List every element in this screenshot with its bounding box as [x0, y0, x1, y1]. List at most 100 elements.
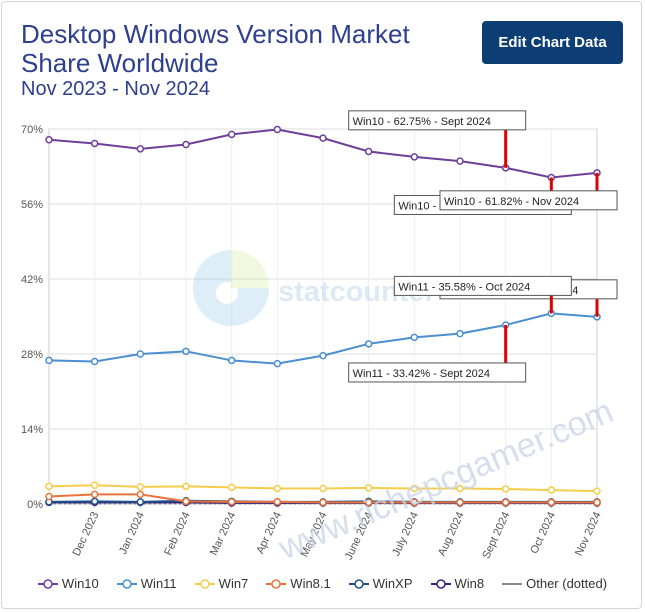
- data-point-win8-1: [90, 490, 99, 499]
- legend-label: Win8.1: [290, 576, 331, 591]
- data-point-win7: [136, 483, 145, 491]
- edit-chart-data-button[interactable]: Edit Chart Data: [482, 21, 623, 64]
- legend-marker-icon: [348, 578, 369, 589]
- data-point-win11: [364, 340, 373, 348]
- tooltip-label: Win10 - 62.75% - Sept 2024: [353, 116, 491, 128]
- legend-marker-icon: [194, 578, 215, 589]
- tooltip-box: [439, 190, 618, 211]
- data-point-win10: [410, 153, 419, 161]
- legend-item-win10[interactable]: Win10: [37, 576, 99, 591]
- data-point-win7: [319, 484, 327, 493]
- y-tick-label: 28%: [21, 349, 43, 361]
- data-point-win11: [456, 329, 464, 338]
- legend-label: Win8: [454, 576, 485, 591]
- legend-marker-icon: [266, 578, 287, 589]
- legend-label: Win11: [140, 576, 177, 591]
- data-point-win7: [410, 484, 419, 493]
- data-point-win8-1: [136, 490, 145, 499]
- x-tick-label: Jan 2024: [117, 510, 147, 556]
- data-point-win10: [319, 134, 327, 142]
- x-tick-label: Sept 2024: [480, 510, 512, 561]
- y-tick-label: 56%: [21, 199, 43, 211]
- data-point-win11: [45, 356, 53, 365]
- legend-label: WinXP: [372, 576, 413, 591]
- data-point-win11: [410, 333, 419, 342]
- data-point-win8-1: [593, 498, 601, 507]
- x-tick-label: Nov 2024: [573, 510, 604, 558]
- data-point-win11: [90, 357, 99, 366]
- legend-item-win8-1[interactable]: Win8.1: [266, 576, 331, 591]
- legend-marker-icon: [502, 582, 523, 585]
- legend-item-other-dotted-[interactable]: Other (dotted): [502, 576, 607, 591]
- legend-label: Win10: [61, 576, 99, 591]
- watermark-logo-circle: [193, 250, 269, 326]
- data-point-win8-1: [319, 498, 327, 507]
- data-point-win11: [136, 350, 145, 358]
- data-point-win10: [90, 139, 99, 148]
- legend-item-win7[interactable]: Win7: [194, 576, 249, 591]
- data-point-win7: [456, 484, 464, 493]
- data-point-win8-1: [547, 498, 556, 507]
- tooltip-box: [348, 362, 527, 383]
- data-point-win11: [227, 356, 236, 365]
- data-point-win10: [45, 135, 53, 144]
- data-point-win8-1: [273, 498, 282, 506]
- data-point-win7: [45, 482, 53, 491]
- data-point-win11: [182, 347, 190, 356]
- data-point-win8-1: [501, 498, 510, 507]
- legend-label: Win7: [218, 576, 249, 591]
- tooltip-label: Win10 - 61.82% - Nov 2024: [444, 196, 579, 208]
- legend-marker-icon: [116, 578, 137, 589]
- data-point-win10: [456, 157, 464, 165]
- legend-item-win11[interactable]: Win11: [116, 576, 177, 591]
- chart-title: Desktop Windows Version Market Share Wor…: [21, 19, 410, 78]
- tooltip-box: [393, 275, 572, 296]
- data-point-winxp: [90, 497, 99, 506]
- data-point-win7: [501, 485, 510, 493]
- y-tick-label: 0%: [27, 499, 43, 511]
- data-point-win8-1: [227, 498, 236, 506]
- data-point-win7: [273, 484, 282, 493]
- x-tick-label: Aug 2024: [436, 510, 467, 558]
- data-point-win10: [227, 130, 236, 139]
- data-point-win8-1: [410, 498, 419, 507]
- data-point-win10: [364, 147, 373, 156]
- data-point-win8-1: [182, 497, 190, 506]
- data-point-win7: [593, 487, 601, 495]
- data-point-win11: [273, 359, 282, 368]
- legend-label: Other (dotted): [526, 576, 608, 591]
- legend-item-win8[interactable]: Win8: [430, 576, 485, 591]
- tooltip-box: [348, 110, 527, 131]
- legend-marker-icon: [430, 578, 451, 589]
- data-point-win8-1: [364, 498, 373, 507]
- data-point-win7: [364, 484, 373, 492]
- tooltip-label: Win11 - 33.42% - Sept 2024: [353, 368, 490, 380]
- chart-legend: Win10 Win11 Win7 Win8.1 WinXP Win8 Other (dott…: [0, 576, 645, 591]
- data-point-win10: [136, 145, 145, 153]
- data-point-win7: [90, 481, 99, 489]
- data-point-win7: [547, 486, 556, 494]
- legend-item-winxp[interactable]: WinXP: [348, 576, 413, 591]
- tooltip-label: Win11 - 35.58% - Oct 2024: [398, 281, 530, 293]
- x-tick-label: Oct 2024: [528, 510, 558, 556]
- watermark-logo-hole: [216, 282, 238, 304]
- data-point-win7: [182, 482, 190, 491]
- x-tick-label: Feb 2024: [162, 510, 193, 557]
- data-point-win10: [273, 125, 282, 134]
- data-point-win11: [319, 351, 327, 360]
- chart-subtitle: Nov 2023 - Nov 2024: [21, 78, 211, 100]
- y-tick-label: 70%: [21, 124, 43, 136]
- x-tick-label: Dec 2023: [71, 510, 102, 558]
- legend-marker-icon: [37, 578, 58, 589]
- data-point-winxp: [136, 498, 145, 506]
- y-tick-label: 14%: [21, 424, 43, 436]
- data-point-win10: [182, 140, 190, 149]
- watermark-logo-slice: [231, 250, 269, 288]
- data-point-win8-1: [45, 492, 53, 501]
- y-tick-label: 42%: [21, 274, 43, 286]
- data-point-win7: [227, 483, 236, 492]
- data-point-win8-1: [456, 498, 464, 507]
- x-tick-label: Mar 2024: [208, 510, 239, 557]
